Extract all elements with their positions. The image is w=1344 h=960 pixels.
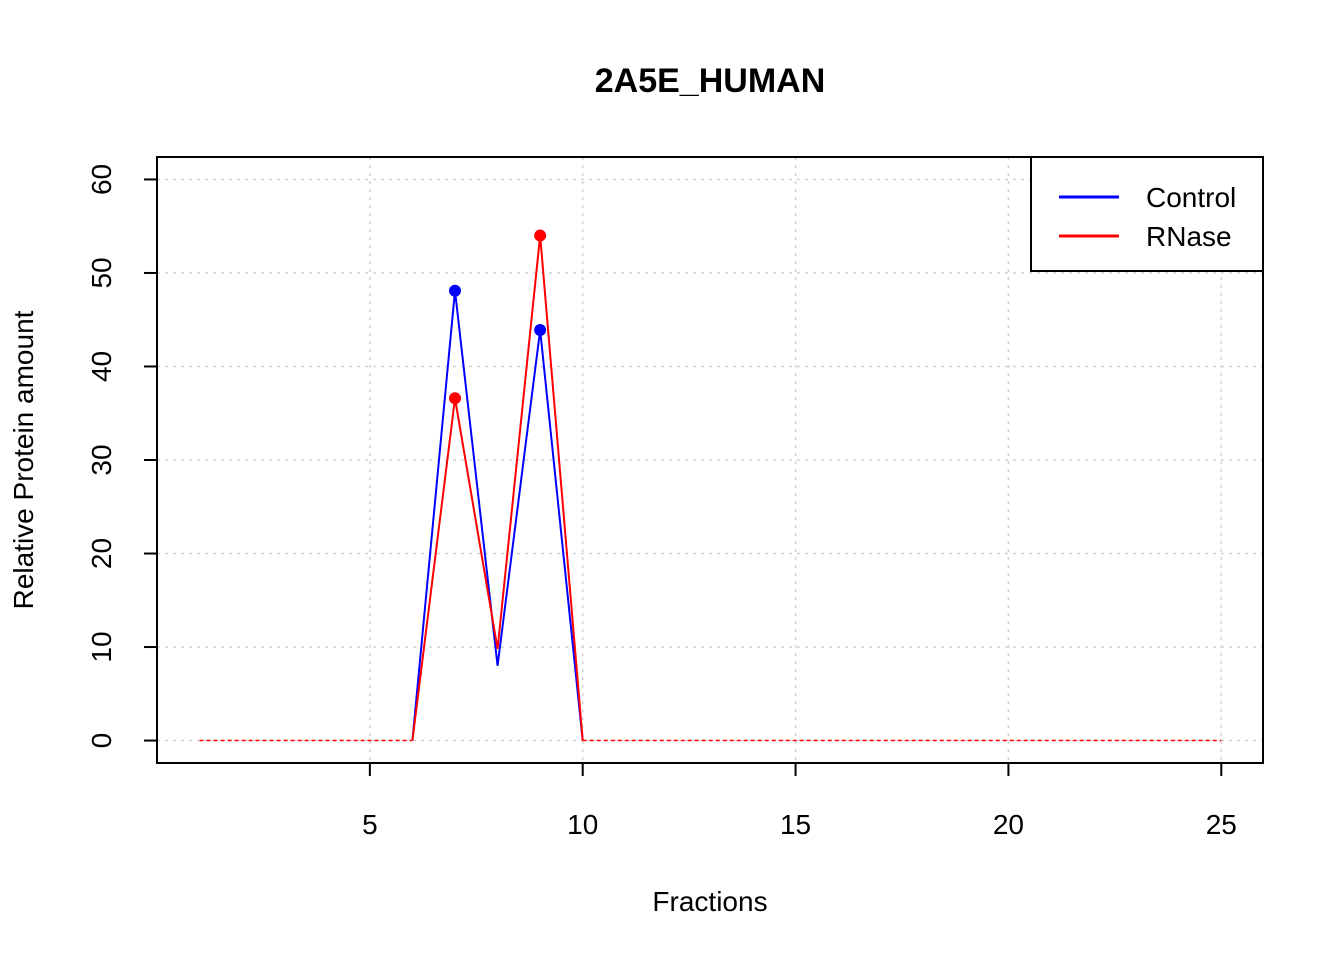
legend-label-control: Control: [1146, 182, 1236, 213]
y-tick-label: 0: [86, 733, 117, 749]
y-axis: 0 10 20 30 40 50 60: [86, 164, 157, 748]
legend: Control RNase: [1030, 156, 1264, 272]
data-point-control: [448, 284, 461, 297]
series-line-control: [411, 290, 584, 741]
y-tick-label: 60: [86, 164, 117, 195]
x-tick-label: 25: [1206, 809, 1237, 840]
plot-frame: [156, 156, 1264, 764]
x-tick-label: 15: [780, 809, 811, 840]
chart-title: 2A5E_HUMAN: [595, 62, 826, 100]
y-tick-label: 20: [86, 538, 117, 569]
legend-label-rnase: RNase: [1146, 221, 1232, 252]
y-tick-label: 30: [86, 444, 117, 475]
series-layer: [199, 229, 1222, 742]
x-tick-label: 10: [567, 809, 598, 840]
x-tick-label: 20: [993, 809, 1024, 840]
x-tick-label: 5: [362, 809, 378, 840]
y-axis-label: Relative Protein amount: [8, 310, 39, 609]
x-axis: 5 10 15 20 25: [362, 763, 1237, 840]
y-tick-label: 50: [86, 257, 117, 288]
data-point-rnase: [534, 229, 547, 242]
y-tick-label: 10: [86, 631, 117, 662]
series-line-rnase: [411, 235, 584, 741]
legend-box: [1030, 156, 1264, 272]
data-point-control: [534, 324, 547, 337]
y-tick-label: 40: [86, 351, 117, 382]
data-point-rnase: [448, 392, 461, 405]
x-axis-label: Fractions: [652, 886, 767, 917]
